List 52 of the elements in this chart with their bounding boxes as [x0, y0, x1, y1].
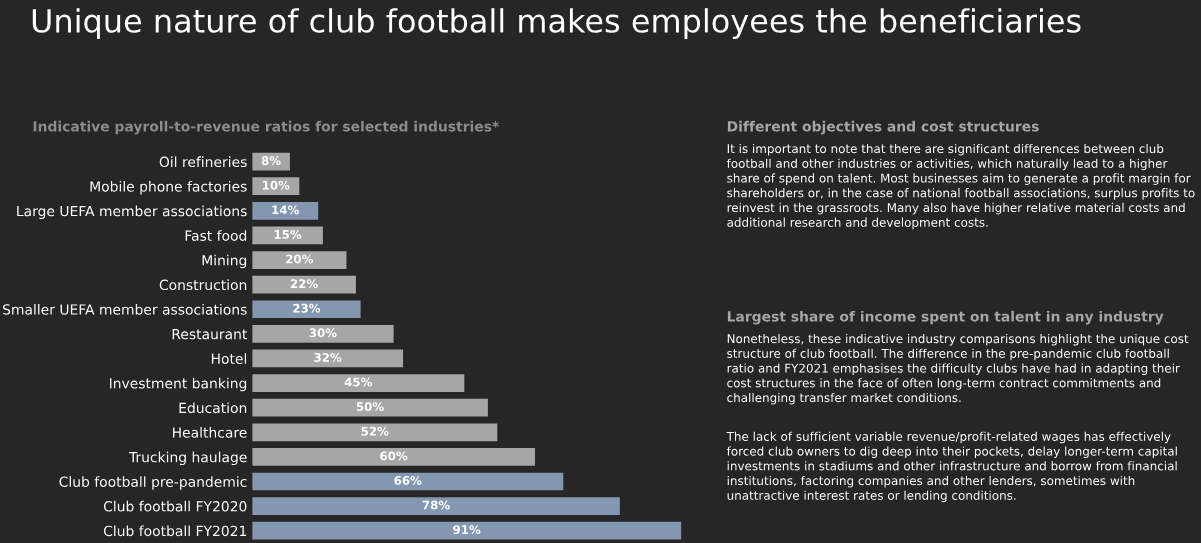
data-label: 15% [274, 229, 302, 239]
y-tick-label: Education [179, 402, 247, 414]
bar [252, 398, 488, 417]
y-tick-label: Club football FY2021 [103, 525, 247, 537]
bar [252, 448, 536, 466]
chart-subtitle: Indicative payroll-to-revenue ratios for selected industries* [33, 120, 499, 135]
data-label: 8% [261, 156, 281, 166]
y-tick-label: Large UEFA member associations [17, 205, 247, 219]
y-tick-label: Mining [202, 254, 247, 269]
bar [252, 349, 404, 368]
data-label: 14% [272, 205, 299, 215]
data-label: 50% [356, 402, 384, 412]
data-label: 20% [286, 254, 314, 264]
y-tick-label: Club football FY2020 [103, 500, 247, 512]
text: Different objectives and cost structures [727, 120, 1039, 135]
bar [252, 374, 465, 392]
text: The lack of sufficient variable revenue/profit-related wages has effectively forced club owners to dig deep into their pockets, delay longer-term capital investments in stadiums and other infrastructure and borrow from financial institutions, factoring companies and other lenders, sometimes with unattractive interest rates or lending conditions. [726, 431, 1177, 503]
bar [252, 275, 356, 294]
bar [252, 300, 361, 319]
bar [252, 472, 564, 491]
data-label: 45% [344, 377, 373, 387]
data-label: 10% [262, 180, 290, 190]
bar [252, 423, 498, 442]
data-label: 22% [290, 279, 318, 289]
data-label: 91% [453, 525, 481, 535]
y-tick-label: Club football pre-pandemic [59, 476, 247, 490]
y-tick-label: Fast food [185, 230, 247, 241]
data-label: 52% [361, 426, 389, 436]
y-tick-label: Construction [159, 279, 247, 291]
y-tick-label: Restaurant [172, 329, 248, 340]
bar [252, 325, 394, 343]
y-tick-label: Investment banking [109, 377, 247, 392]
data-label: 60% [380, 451, 408, 461]
text: Nonetheless, these indicative industry comparisons highlight the unique cost structure of club football. The difference in the pre-pandemic club football ratio and FY2021 emphasises the difficulty clubs have had in adapting their cost structures in the face of often long-term contract commitments and challenging transfer market conditions. [727, 333, 1189, 405]
chart-title: Unique nature of club football makes employees the beneficiaries [32, 8, 1081, 40]
data-label: 30% [309, 328, 337, 338]
y-tick-label: Healthcare [173, 427, 247, 438]
data-label: 23% [293, 303, 321, 313]
y-tick-label: Hotel [211, 353, 247, 364]
data-label: 32% [314, 352, 342, 362]
y-tick-label: Trucking haulage [128, 451, 247, 466]
text: Largest share of income spent on talent in any industry [727, 310, 1164, 325]
text: It is important to note that there are significant differences between club football and other industries or activities, which naturally lead to a higher share of spend on talent. Most businesses aim to generate a profit margin for shareholders or, in the case of national football associations, surplus profits to reinvest in the grassroots. Many also have higher relative material costs and additional research and development costs. [726, 143, 1195, 230]
bar [252, 201, 319, 220]
bar [252, 497, 620, 515]
data-label: 66% [394, 475, 422, 485]
y-tick-label: Oil refineries [159, 156, 247, 168]
data-label: 78% [422, 500, 450, 510]
y-tick-label: Smaller UEFA member associations [3, 303, 247, 315]
y-tick-label: Mobile phone factories [90, 180, 247, 195]
bar [252, 251, 347, 269]
bar [252, 521, 682, 540]
